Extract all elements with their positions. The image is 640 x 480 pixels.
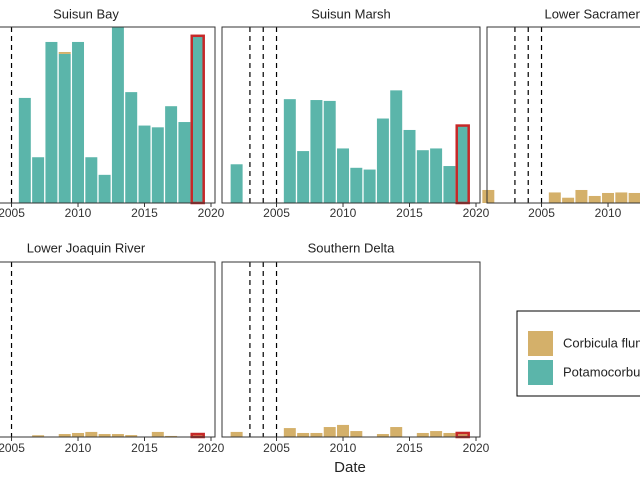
bar xyxy=(548,192,561,203)
bar xyxy=(111,434,124,437)
bar xyxy=(58,434,71,437)
bar xyxy=(575,189,588,203)
legend-key xyxy=(528,331,553,356)
bar xyxy=(151,431,164,437)
bar xyxy=(85,431,98,437)
panel-title: Southern Delta xyxy=(308,240,395,255)
bar xyxy=(230,164,243,203)
bar xyxy=(390,90,403,203)
bar xyxy=(191,434,204,437)
bar xyxy=(443,166,456,203)
bar xyxy=(297,432,310,437)
bar xyxy=(297,151,310,203)
panel-title: Suisun Bay xyxy=(53,6,119,21)
x-tick-label: 2015 xyxy=(131,206,158,220)
x-tick-label: 2020 xyxy=(463,441,490,455)
panel-border xyxy=(486,26,640,204)
bar xyxy=(416,432,429,437)
bar xyxy=(58,53,71,203)
legend-key xyxy=(528,360,553,385)
bar xyxy=(323,427,336,437)
panel-title: Lower Sacramento River xyxy=(544,6,640,21)
panel-title: Lower Joaquin River xyxy=(27,240,146,255)
bar xyxy=(165,106,178,203)
bar xyxy=(456,125,469,203)
bar xyxy=(416,150,429,203)
x-tick-label: 2015 xyxy=(131,441,158,455)
x-tick-label: 2005 xyxy=(528,206,555,220)
bar xyxy=(32,157,45,203)
bar xyxy=(125,435,138,437)
bar xyxy=(32,435,45,437)
bar xyxy=(45,41,58,204)
bar xyxy=(230,431,243,437)
bar xyxy=(191,35,204,203)
bar xyxy=(165,435,178,437)
bar xyxy=(390,427,403,437)
x-tick-label: 2020 xyxy=(463,206,490,220)
x-tick-label: 2010 xyxy=(65,441,92,455)
bar xyxy=(588,195,601,203)
bar xyxy=(615,192,628,203)
x-tick-label: 2005 xyxy=(263,206,290,220)
bar xyxy=(376,118,389,203)
x-tick-label: 2020 xyxy=(198,206,225,220)
legend-label: Corbicula fluminea xyxy=(563,335,640,350)
bar xyxy=(58,51,71,54)
x-tick-label: 2005 xyxy=(0,441,25,455)
bar xyxy=(562,197,575,203)
legend-label: Potamocorbula amurensis xyxy=(563,364,640,379)
bar xyxy=(403,129,416,203)
bar xyxy=(111,27,124,203)
x-tick-label: 2020 xyxy=(198,441,225,455)
bar xyxy=(350,431,363,437)
bar xyxy=(350,167,363,203)
bar xyxy=(310,100,323,203)
bar xyxy=(98,434,111,437)
x-tick-label: 2010 xyxy=(65,206,92,220)
panel-title: Suisun Marsh xyxy=(311,6,390,21)
bar xyxy=(72,41,85,204)
bar xyxy=(337,148,350,203)
x-tick-label: 2010 xyxy=(330,441,357,455)
bar xyxy=(138,125,151,203)
bar xyxy=(72,432,85,437)
x-axis-label: Date xyxy=(334,459,366,476)
panel-border xyxy=(0,26,216,204)
x-tick-label: 2015 xyxy=(396,441,423,455)
panel-border xyxy=(221,26,481,204)
bar xyxy=(443,432,456,437)
bar xyxy=(337,424,350,437)
panel-border xyxy=(0,261,216,438)
bar xyxy=(456,432,469,437)
bar xyxy=(178,122,191,203)
bar xyxy=(628,192,640,203)
bar xyxy=(18,97,31,203)
bar xyxy=(151,127,164,203)
x-tick-label: 2010 xyxy=(595,206,622,220)
x-tick-label: 2010 xyxy=(330,206,357,220)
bar xyxy=(98,174,111,203)
bar xyxy=(310,432,323,437)
bar xyxy=(482,189,495,203)
bar xyxy=(430,148,443,203)
x-tick-label: 2005 xyxy=(0,206,25,220)
bar xyxy=(283,428,296,437)
bar xyxy=(376,434,389,437)
bar xyxy=(602,192,615,203)
bar xyxy=(85,157,98,203)
bar xyxy=(125,92,138,203)
bar xyxy=(283,99,296,203)
bar xyxy=(430,431,443,437)
bar xyxy=(323,100,336,203)
panel-border xyxy=(221,261,481,438)
x-tick-label: 2015 xyxy=(396,206,423,220)
x-tick-label: 2005 xyxy=(263,441,290,455)
bar xyxy=(363,169,376,203)
